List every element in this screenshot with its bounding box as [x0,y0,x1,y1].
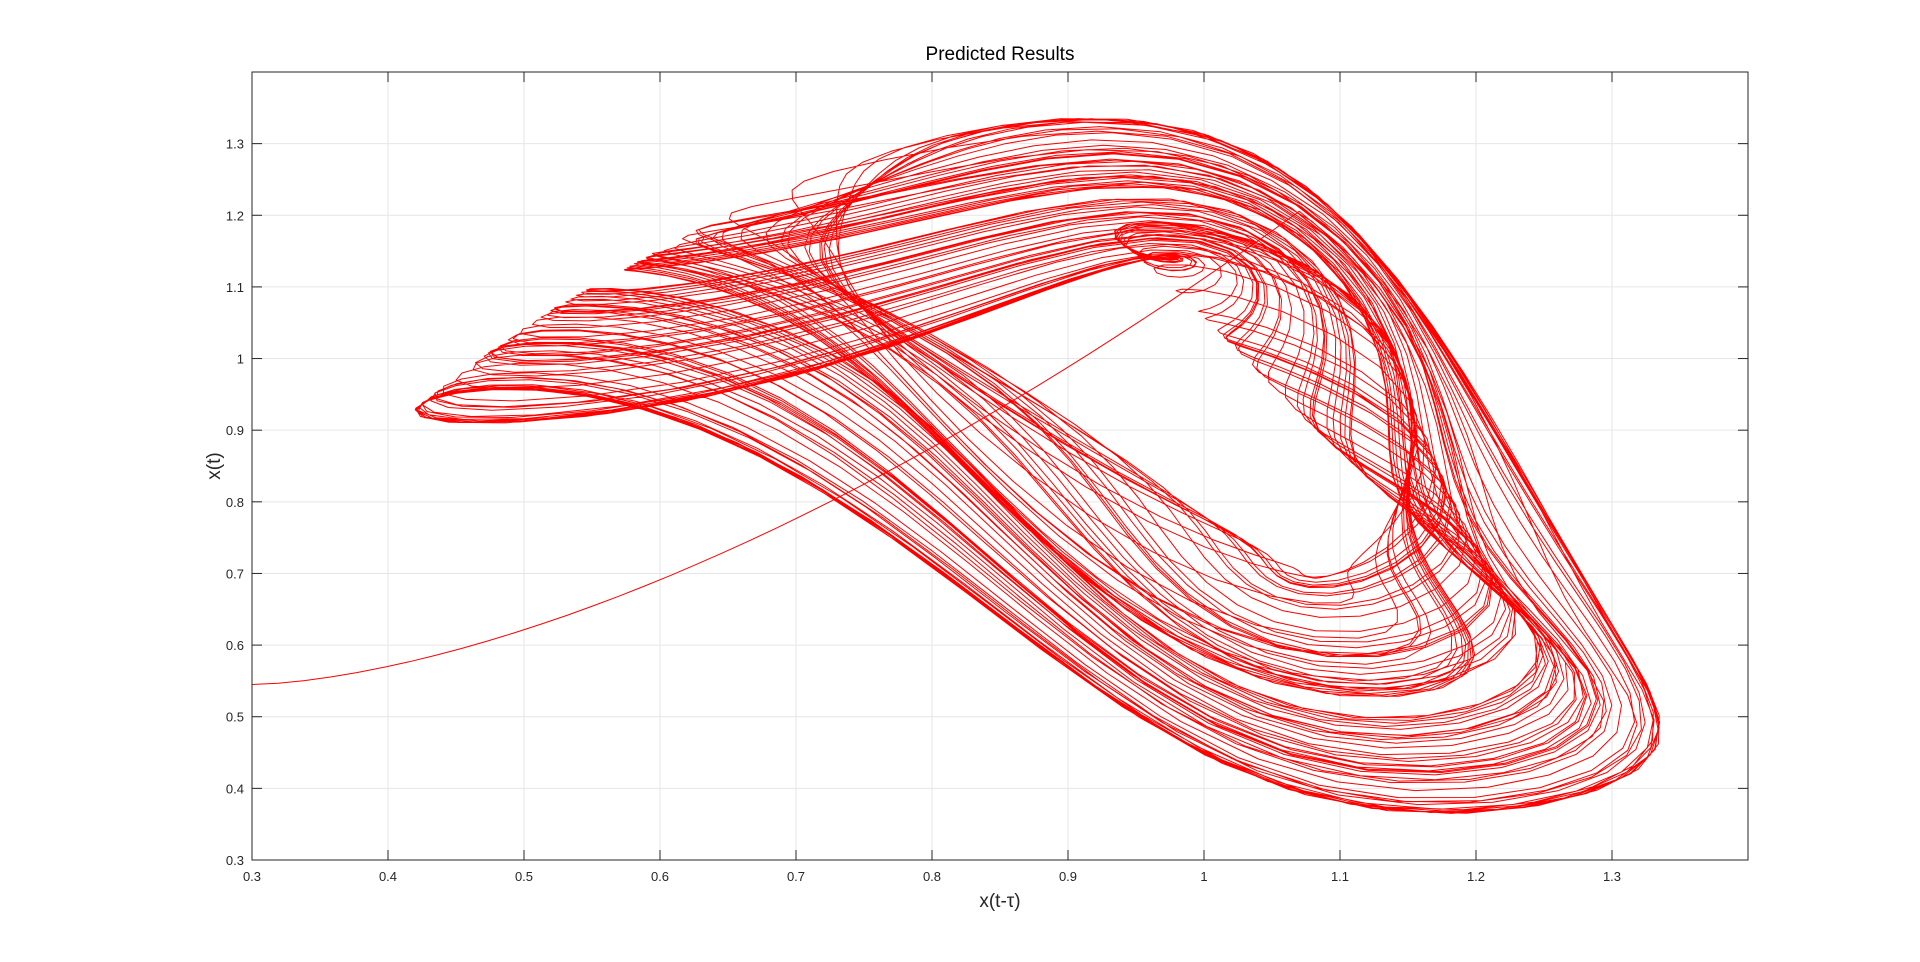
y-tick-label: 0.6 [226,638,244,653]
series-layer [252,118,1661,814]
x-tick-label: 0.9 [1059,869,1077,884]
y-tick-label: 0.9 [226,423,244,438]
x-tick-label: 1.3 [1603,869,1621,884]
y-tick-label: 0.8 [226,495,244,510]
tick-labels: 0.3 0.4 0.5 0.6 0.7 0.8 0.9 1 1.1 1.2 1.3 0.3 0.4 0.5… [226,137,1621,884]
trajectory-transient [252,210,1300,685]
x-tick-label: 0.4 [379,869,397,884]
y-tick-label: 0.5 [226,710,244,725]
x-tick-label: 0.7 [787,869,805,884]
x-tick-label: 0.6 [651,869,669,884]
axes-box [251,71,1749,861]
x-tick-label: 1 [1200,869,1207,884]
x-tick-label: 1.1 [1331,869,1349,884]
trajectory-series [414,118,1661,814]
y-tick-label: 1.2 [226,208,244,223]
y-axis-label: x(t) [204,452,225,479]
x-tick-label: 0.8 [923,869,941,884]
x-axis-label: x(t-τ) [979,891,1020,912]
y-tick-label: 1.1 [226,280,244,295]
x-tick-label: 0.5 [515,869,533,884]
chart-title: Predicted Results [926,44,1075,65]
x-tick-label: 0.3 [243,869,261,884]
y-tick-label: 0.7 [226,566,244,581]
y-tick-label: 0.3 [226,853,244,868]
y-tick-label: 0.4 [226,781,244,796]
y-tick-label: 1.3 [226,137,244,152]
ticks [251,72,1748,861]
y-tick-label: 1 [237,352,244,367]
x-tick-label: 1.2 [1467,869,1485,884]
